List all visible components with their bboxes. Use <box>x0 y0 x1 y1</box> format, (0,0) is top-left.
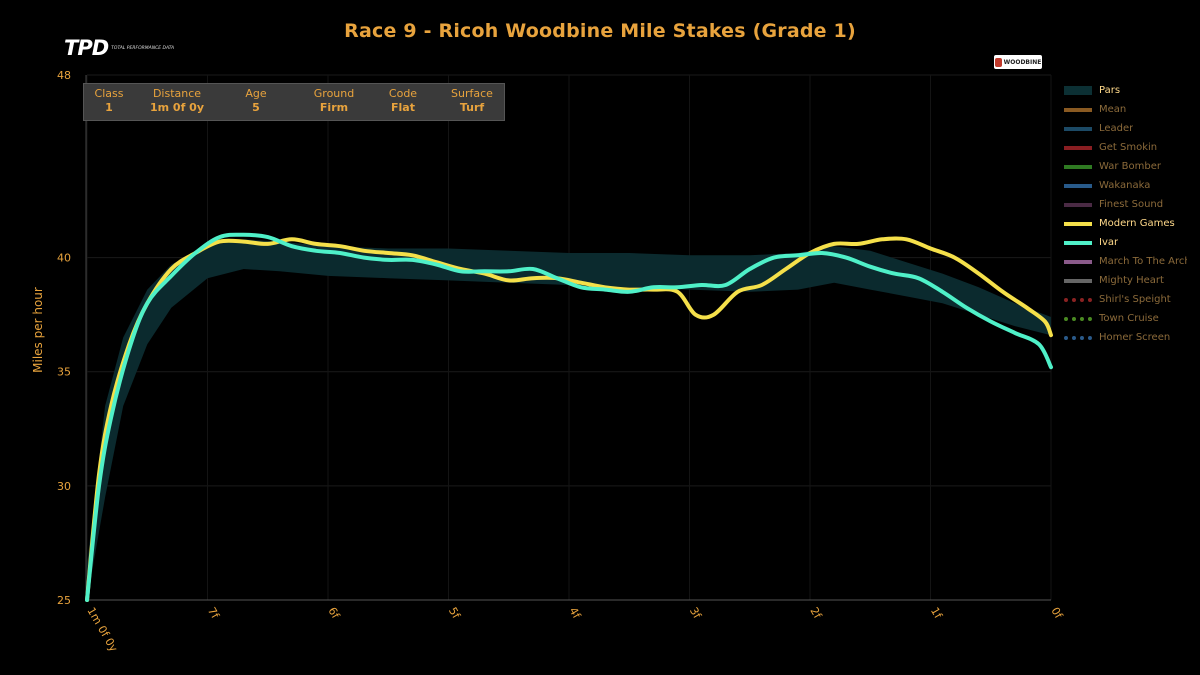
info-value: Flat <box>391 101 415 114</box>
info-label: Distance <box>152 87 202 100</box>
info-value: Firm <box>319 101 349 114</box>
legend-swatch <box>1064 202 1092 207</box>
legend-swatch <box>1064 240 1092 245</box>
legend-item-march-to-the-arch[interactable]: March To The Arch <box>1064 252 1187 271</box>
legend-swatch <box>1064 297 1092 302</box>
legend-label: Mighty Heart <box>1099 275 1164 286</box>
info-label: Class <box>94 87 124 100</box>
info-value: 5 <box>252 101 260 114</box>
legend-swatch <box>1064 221 1092 226</box>
woodbine-logo: WOODBINE <box>994 55 1042 69</box>
x-tick-label: 5f <box>446 605 463 622</box>
legend-label: Homer Screen <box>1099 332 1171 343</box>
y-tick-label: 25 <box>57 594 71 607</box>
legend-item-mean[interactable]: Mean <box>1064 100 1126 119</box>
info-surface: Surface Turf <box>437 87 507 115</box>
x-tick-label: 7f <box>205 605 222 622</box>
tpd-logo: TPD TOTAL PERFORMANCE DATA <box>64 36 174 60</box>
pars-band <box>87 239 1051 601</box>
info-value: 1 <box>105 101 113 114</box>
x-tick-label: 1m 0f 0y <box>84 605 120 654</box>
woodbine-text: WOODBINE <box>1003 58 1042 66</box>
info-value: 1m 0f 0y <box>149 101 205 114</box>
race-info-table: Class 1 Distance 1m 0f 0y Age 5 Ground Firm Code… <box>83 83 505 121</box>
x-tick-label: 6f <box>325 605 342 622</box>
legend-item-pars[interactable]: Pars <box>1064 81 1120 100</box>
chart-title: Race 9 - Ricoh Woodbine Mile Stakes (Gra… <box>344 20 856 42</box>
info-age: Age 5 <box>221 87 291 115</box>
legend-label: March To The Arch <box>1099 256 1187 267</box>
info-distance: Distance 1m 0f 0y <box>142 87 212 115</box>
x-tick-label: 1f <box>928 605 945 622</box>
legend-item-finest-sound[interactable]: Finest Sound <box>1064 195 1163 214</box>
legend-item-mighty-heart[interactable]: Mighty Heart <box>1064 271 1164 290</box>
info-label: Age <box>245 87 267 100</box>
legend-swatch <box>1064 164 1092 169</box>
series-line-ivar <box>85 232 1053 602</box>
x-tick-label: 4f <box>566 605 583 622</box>
legend-label: Shirl's Speight <box>1099 294 1171 305</box>
legend-swatch <box>1064 335 1092 340</box>
y-tick-label: 30 <box>57 480 71 493</box>
legend-item-wakanaka[interactable]: Wakanaka <box>1064 176 1150 195</box>
legend-item-modern-games[interactable]: Modern Games <box>1064 214 1175 233</box>
legend-swatch <box>1064 183 1092 188</box>
legend-label: Wakanaka <box>1099 180 1151 191</box>
info-label: Surface <box>451 87 493 100</box>
legend-item-get-smokin[interactable]: Get Smokin <box>1064 138 1157 157</box>
legend-label: Get Smokin <box>1099 142 1158 153</box>
legend-item-ivar[interactable]: Ivar <box>1064 233 1118 252</box>
legend-item-war-bomber[interactable]: War Bomber <box>1064 157 1161 176</box>
legend-item-homer-screen[interactable]: Homer Screen <box>1064 328 1170 347</box>
legend-label: Ivar <box>1099 237 1119 248</box>
info-label: Ground <box>313 87 355 100</box>
info-ground: Ground Firm <box>299 87 369 115</box>
legend-swatch <box>1064 259 1092 264</box>
legend-swatch <box>1064 278 1092 283</box>
legend-item-town-cruise[interactable]: Town Cruise <box>1064 309 1159 328</box>
info-label: Code <box>388 87 418 100</box>
legend-label: Modern Games <box>1099 218 1175 229</box>
y-tick-label: 35 <box>57 366 71 379</box>
legend-label: War Bomber <box>1099 161 1161 172</box>
legend-label: Town Cruise <box>1099 313 1159 324</box>
logo-subtext: TOTAL PERFORMANCE DATA <box>111 45 175 51</box>
legend-swatch <box>1064 316 1092 321</box>
legend-label: Finest Sound <box>1099 199 1164 210</box>
legend-label: Leader <box>1099 123 1134 134</box>
legend-swatch <box>1064 145 1092 150</box>
legend-swatch <box>1064 107 1092 112</box>
woodbine-mark-icon <box>994 57 1002 67</box>
y-tick-label: 48 <box>57 69 71 82</box>
y-tick-label: 40 <box>57 252 71 265</box>
y-axis-label: Miles per hour <box>31 287 45 373</box>
x-tick-label: 0f <box>1048 605 1065 622</box>
info-code: Code Flat <box>368 87 438 115</box>
legend-label: Mean <box>1099 104 1127 115</box>
legend-label: Pars <box>1099 85 1121 96</box>
x-tick-label: 2f <box>807 605 824 622</box>
x-tick-label: 3f <box>687 605 704 622</box>
legend-item-shirl-s-speight[interactable]: Shirl's Speight <box>1064 290 1171 309</box>
logo-text: TPD <box>64 36 109 60</box>
legend-swatch <box>1064 126 1092 131</box>
legend-swatch <box>1064 86 1092 95</box>
info-value: Turf <box>459 101 485 114</box>
legend-item-leader[interactable]: Leader <box>1064 119 1133 138</box>
info-class: Class 1 <box>74 87 144 115</box>
